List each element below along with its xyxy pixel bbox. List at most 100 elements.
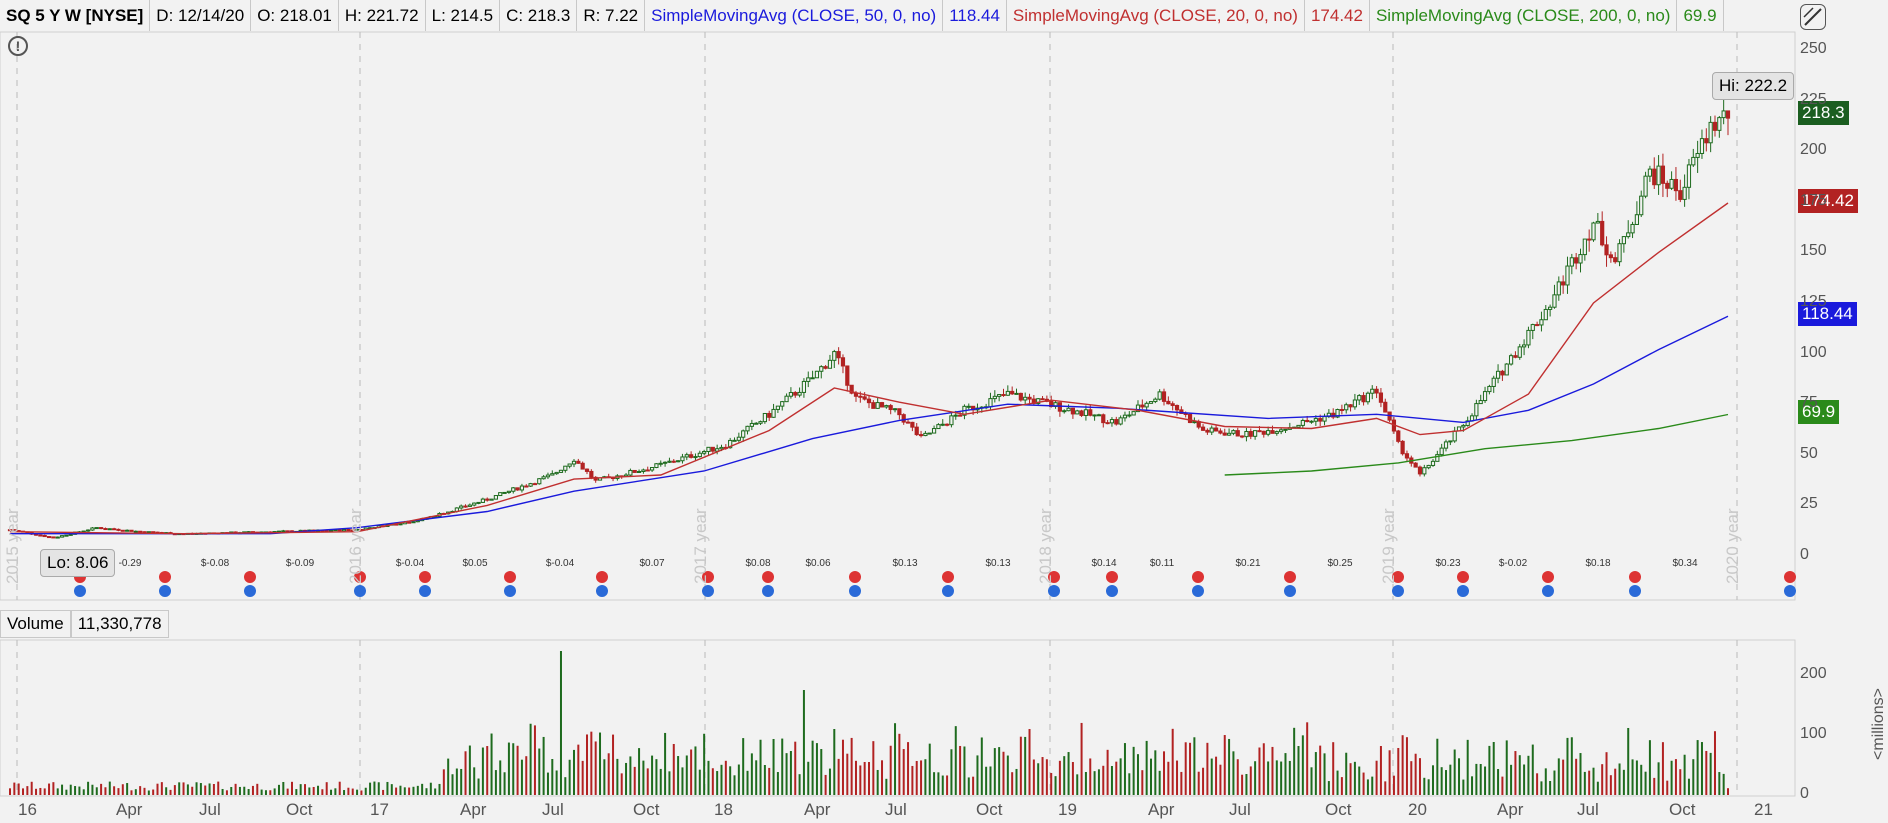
volume-bar: [412, 786, 415, 795]
volume-bar: [390, 784, 393, 795]
candle-body: [1023, 396, 1028, 401]
volume-bar: [1544, 768, 1547, 795]
dividend-flag-icon: [1392, 585, 1404, 597]
volume-bar: [186, 784, 189, 795]
volume-bar: [707, 760, 710, 795]
volume-bar: [572, 749, 575, 795]
volume-bar: [173, 785, 176, 795]
volume-bar: [538, 748, 541, 795]
earnings-label: $0.13: [892, 558, 917, 569]
candle-body: [1010, 390, 1015, 395]
candle-body: [532, 483, 538, 486]
sma200-study-label[interactable]: SimpleMovingAvg (CLOSE, 200, 0, no): [1370, 0, 1678, 31]
volume-bar: [447, 758, 450, 795]
volume-bar: [1692, 759, 1695, 795]
candle-body: [68, 533, 73, 536]
volume-bar: [360, 790, 363, 795]
volume-unit-label: <millions>: [1870, 687, 1887, 760]
volume-bar: [881, 760, 884, 795]
candle-body: [1257, 430, 1262, 433]
volume-bar: [924, 759, 927, 795]
volume-bar: [1063, 756, 1066, 795]
candle-body: [1548, 306, 1553, 310]
volume-bar: [1657, 762, 1660, 795]
volume-bar: [1301, 735, 1304, 795]
candle-body: [398, 523, 403, 526]
candle-body: [1426, 464, 1431, 469]
candle-body: [1604, 244, 1609, 256]
volume-bar: [165, 787, 168, 795]
dividend-flag-icon: [849, 585, 861, 597]
candle-body: [146, 531, 151, 534]
candle-body: [563, 465, 568, 471]
candle-body: [897, 408, 902, 416]
volume-bar: [959, 745, 962, 795]
volume-bar: [1210, 758, 1213, 795]
candle-body: [884, 405, 889, 408]
candle-body: [1140, 404, 1145, 408]
volume-bar: [1149, 758, 1152, 795]
earnings-label: $0.34: [1672, 558, 1697, 569]
candle-body: [1430, 460, 1436, 466]
drawing-tool-icon[interactable]: [1800, 4, 1826, 30]
volume-bar: [1410, 761, 1413, 795]
volume-bar: [989, 766, 992, 795]
dividend-flag-icon: [1106, 585, 1118, 597]
volume-bar: [1605, 752, 1608, 795]
volume-bar: [17, 783, 20, 795]
volume-bar: [1423, 777, 1426, 795]
volume-bar: [1700, 742, 1703, 795]
volume-bar: [156, 783, 159, 795]
sma50-study-label[interactable]: SimpleMovingAvg (CLOSE, 50, 0, no): [645, 0, 944, 31]
x-tick-label: Jul: [199, 800, 221, 819]
volume-bar: [473, 767, 476, 795]
volume-bar: [481, 747, 484, 795]
sma200-value: 69.9: [1677, 0, 1724, 31]
volume-bar: [61, 784, 64, 795]
info-icon[interactable]: !: [8, 36, 28, 56]
candle-body: [285, 530, 290, 533]
volume-bar: [1570, 737, 1573, 795]
y-tick-label: 125: [1800, 293, 1827, 310]
volume-bar: [733, 775, 736, 795]
earnings-label: $-0.04: [546, 558, 575, 569]
candle-body: [1600, 220, 1605, 246]
candle-body: [858, 395, 863, 398]
candle-body: [129, 529, 134, 532]
volume-bar: [590, 731, 593, 795]
candle-body: [1114, 419, 1119, 425]
candle-body: [472, 502, 477, 506]
volume-bar: [620, 773, 623, 795]
volume-bar: [811, 740, 814, 795]
volume-label[interactable]: Volume: [0, 610, 71, 638]
candle-body: [1339, 409, 1344, 412]
candle-body: [1101, 414, 1106, 424]
sma20-study-label[interactable]: SimpleMovingAvg (CLOSE, 20, 0, no): [1007, 0, 1305, 31]
volume-bar: [1215, 756, 1218, 795]
candle-body: [1109, 419, 1115, 424]
candle-body: [827, 359, 833, 369]
x-tick-label: Jul: [542, 800, 564, 819]
volume-bar: [1683, 754, 1686, 795]
volume-bar: [815, 743, 818, 795]
candle-body: [780, 401, 785, 407]
candle-body: [676, 460, 681, 463]
volume-bar: [429, 782, 432, 795]
candle-body: [554, 471, 559, 475]
candle-body: [1127, 414, 1132, 417]
volume-bar: [1106, 749, 1109, 795]
candle-body: [1591, 222, 1596, 241]
volume-bar: [134, 789, 137, 795]
volume-bar: [1514, 751, 1517, 795]
volume-bar: [330, 789, 333, 795]
volume-bar: [1080, 722, 1083, 795]
volume-bar: [551, 759, 554, 795]
candle-body: [59, 535, 65, 538]
volume-bar: [1362, 772, 1365, 795]
symbol-label[interactable]: SQ 5 Y W [NYSE]: [0, 0, 151, 31]
candle-body: [914, 426, 919, 436]
volume-bar: [646, 768, 649, 795]
volume-bar: [243, 786, 246, 795]
candle-body: [567, 463, 572, 467]
